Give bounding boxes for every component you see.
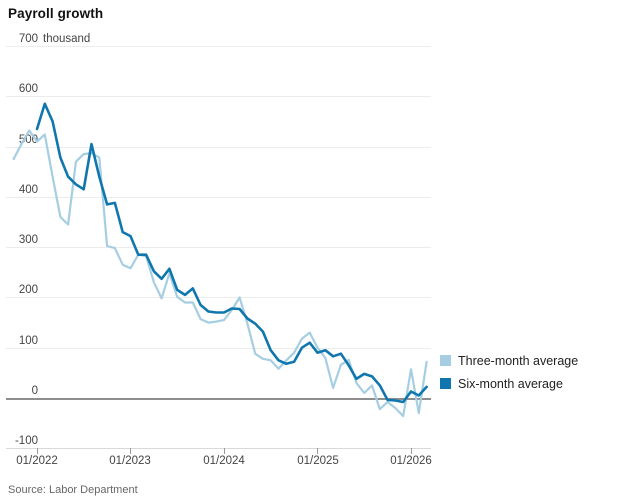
legend-item-three-month: Three-month average	[440, 349, 578, 372]
zero-line	[6, 398, 431, 400]
chart-line-three-month-average	[12, 129, 428, 418]
y-axis-label-600: 600	[18, 83, 38, 95]
legend-item-six-month: Six-month average	[440, 372, 578, 395]
x-tick-2024	[224, 448, 225, 454]
legend-label-six-month: Six-month average	[458, 376, 563, 391]
y-axis-label-500: 500	[18, 134, 38, 146]
x-tick-2022	[37, 448, 38, 454]
x-axis-label-2024: 01/2024	[203, 455, 245, 467]
y-axis-label-200: 200	[18, 284, 38, 296]
six-month-swatch-icon	[440, 378, 451, 389]
three-month-swatch-icon	[440, 355, 451, 366]
x-tick-2023	[130, 448, 131, 454]
legend-label-three-month: Three-month average	[458, 353, 579, 368]
gridline-500	[6, 147, 431, 148]
page-title: Payroll growth	[8, 6, 104, 21]
y-axis-label-300: 300	[18, 234, 38, 246]
x-axis-label-2022: 01/2022	[16, 455, 58, 467]
gridline-200	[6, 297, 431, 298]
gridline-700	[6, 46, 431, 47]
y-axis-label-700: 700	[18, 33, 38, 45]
gridline-100	[6, 348, 431, 349]
x-axis-label-2025: 01/2025	[297, 455, 339, 467]
x-axis-line	[6, 448, 431, 449]
gridline-300	[6, 247, 431, 248]
gridline-600	[6, 96, 431, 97]
x-tick-2026	[411, 448, 412, 454]
gridline-400	[6, 197, 431, 198]
x-axis-label-2023: 01/2023	[109, 455, 151, 467]
x-tick-2025	[317, 448, 318, 454]
y-axis-label-neg100: -100	[14, 435, 38, 447]
y-axis-unit: thousand	[43, 33, 91, 45]
chart-line-six-month-average	[35, 102, 428, 404]
source-note: Source: Labor Department	[8, 484, 138, 496]
y-axis-label-400: 400	[18, 184, 38, 196]
x-axis-label-2026: 01/2026	[390, 455, 432, 467]
y-axis-label-100: 100	[18, 335, 38, 347]
y-axis-label-0: 0	[31, 385, 38, 397]
legend: Three-month average Six-month average	[440, 349, 578, 395]
